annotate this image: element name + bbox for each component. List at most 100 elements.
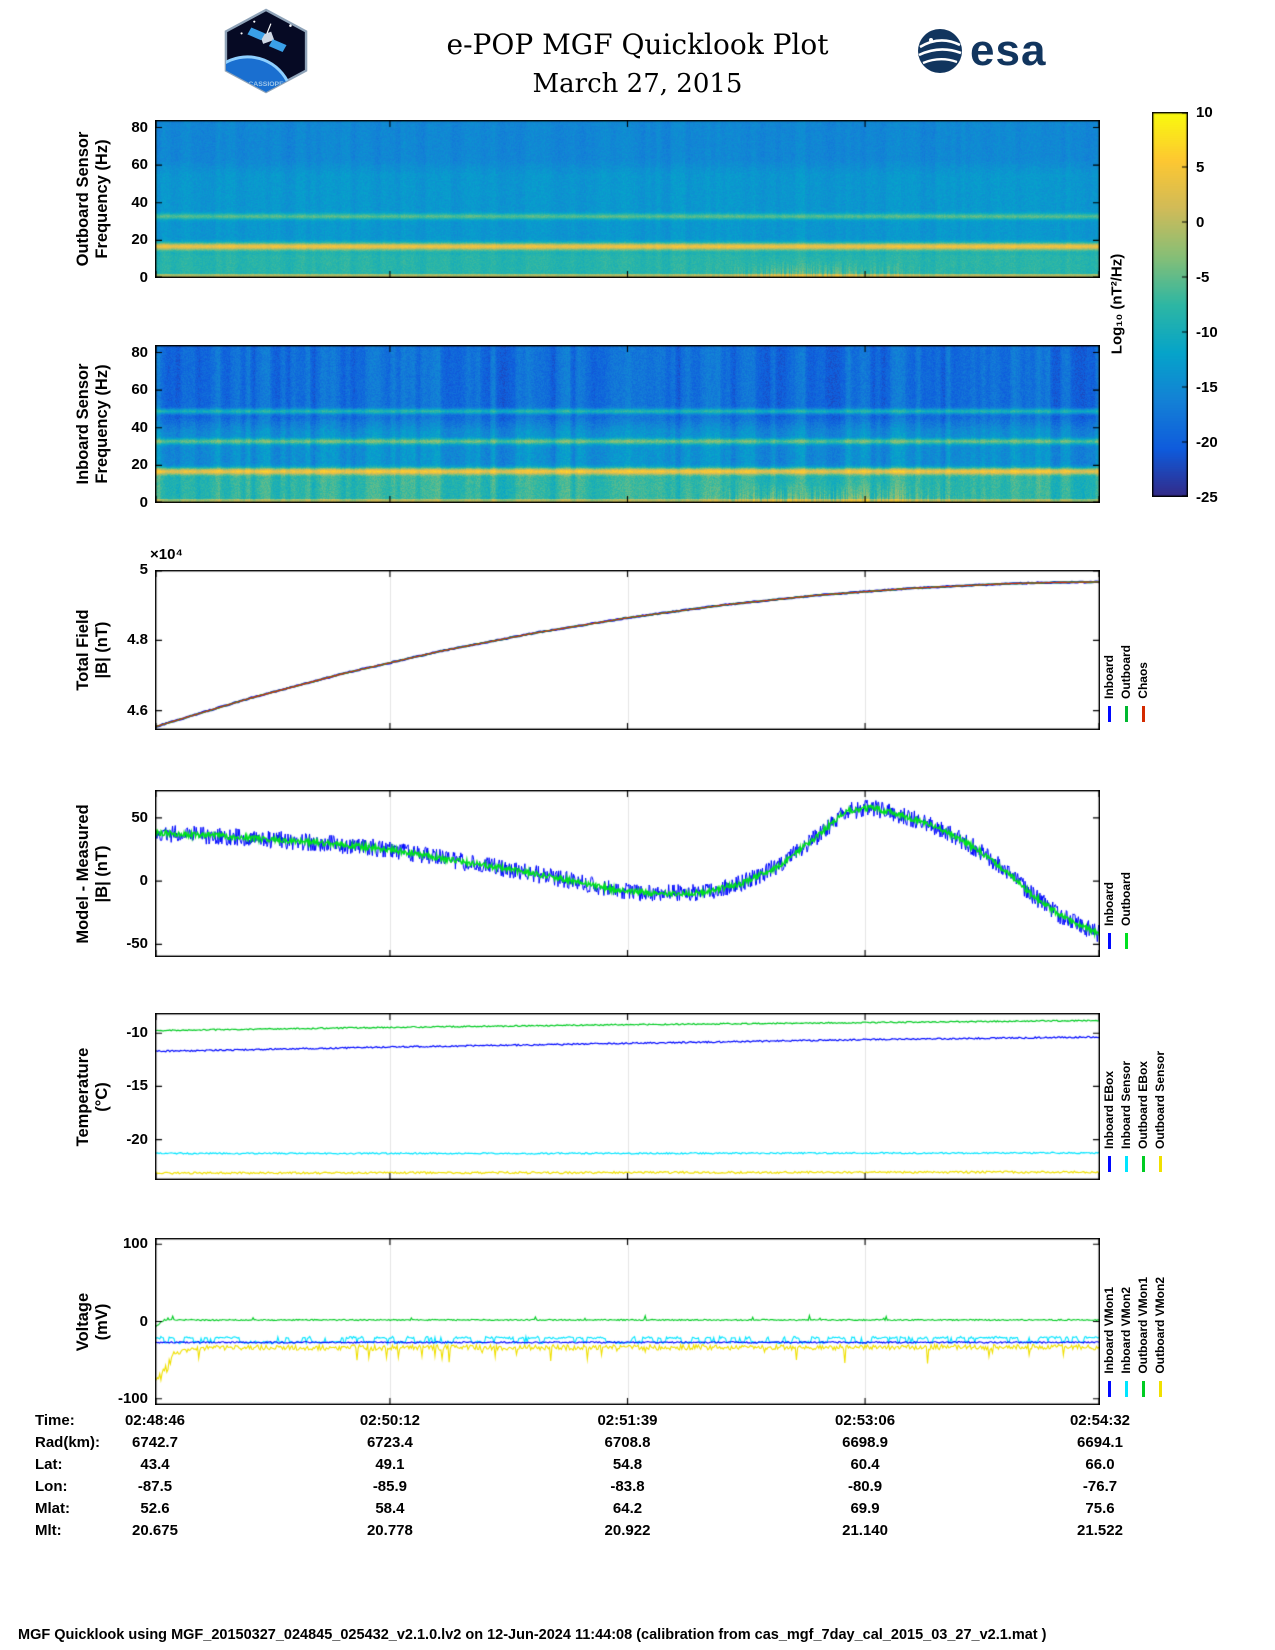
legend-swatch xyxy=(1124,1156,1128,1172)
colorbar-tick-label: -15 xyxy=(1196,379,1218,396)
table-cell: 49.1 xyxy=(375,1456,405,1473)
model-measured-canvas xyxy=(155,790,1100,957)
ytick-label: -20 xyxy=(126,1130,148,1148)
ytick-label: -15 xyxy=(126,1077,148,1095)
table-cell: 20.778 xyxy=(366,1522,413,1539)
table-cell: -87.5 xyxy=(137,1478,173,1495)
legend-item: Outboard xyxy=(1119,796,1133,949)
cassiope-label: CASSIOPE xyxy=(248,81,284,88)
legend-label: Outboard VMon1 xyxy=(1136,1277,1150,1374)
legend-swatch xyxy=(1141,1381,1145,1397)
table-cell: 58.4 xyxy=(375,1500,405,1517)
legend-swatch xyxy=(1107,706,1111,722)
legend-label: Outboard Sensor xyxy=(1153,1050,1167,1149)
ytick-label: 60 xyxy=(131,156,148,174)
axis-ylabel: Voltage (mV) xyxy=(74,1292,112,1350)
table-row-label: Time: xyxy=(35,1412,75,1429)
table-cell: 02:48:46 xyxy=(124,1412,186,1429)
voltage-canvas xyxy=(155,1238,1100,1405)
title-block: e-POP MGF Quicklook Plot March 27, 2015 xyxy=(0,28,1275,99)
legend-item: Outboard Sensor xyxy=(1153,1019,1167,1172)
legend-swatch xyxy=(1124,706,1128,722)
temperature-canvas xyxy=(155,1013,1100,1180)
ytick-label: 100 xyxy=(122,1235,148,1253)
axis-ylabel-line: (°C) xyxy=(93,1081,111,1112)
ytick-label: -100 xyxy=(117,1389,148,1407)
axis-ylabel: Inboard Sensor Frequency (Hz) xyxy=(74,363,112,484)
axis-ylabel: Model - Measured |B| (nT) xyxy=(74,804,112,943)
satellite-icon xyxy=(247,23,287,52)
table-row-label: Rad(km): xyxy=(35,1434,101,1451)
table-cell: -80.9 xyxy=(847,1478,883,1495)
legend-label: Outboard xyxy=(1119,872,1133,926)
ytick-label: 80 xyxy=(131,118,148,136)
outboard-spectrogram-canvas xyxy=(155,120,1100,278)
plot-title: e-POP MGF Quicklook Plot xyxy=(446,28,829,61)
table-cell: 75.6 xyxy=(1085,1500,1115,1517)
ytick-label: 60 xyxy=(131,381,148,399)
table-cell: 21.140 xyxy=(842,1522,888,1539)
table-row-label: Mlat: xyxy=(35,1500,70,1517)
axis-ylabel-line: |B| (nT) xyxy=(93,845,111,902)
ytick-label: 40 xyxy=(131,418,148,436)
table-row-label: Lon: xyxy=(35,1478,68,1495)
colorbar-tick-label: 10 xyxy=(1196,104,1213,121)
axis-ylabel-line: Frequency (Hz) xyxy=(93,364,111,484)
legend-swatch xyxy=(1141,1156,1145,1172)
total-field-legend: Inboard Outboard Chaos xyxy=(1102,576,1150,722)
table-cell: 64.2 xyxy=(612,1500,643,1517)
colorbar xyxy=(1152,112,1188,497)
table-cell: 02:51:39 xyxy=(597,1412,658,1429)
legend-swatch xyxy=(1107,933,1111,949)
legend-label: Outboard EBox xyxy=(1136,1060,1150,1149)
ytick-label: 4.6 xyxy=(127,701,148,719)
legend-swatch xyxy=(1158,1381,1162,1397)
ytick-label: 20 xyxy=(131,456,148,474)
table-row-label: Mlt: xyxy=(35,1522,62,1539)
legend-label: Chaos xyxy=(1136,662,1150,699)
ytick-label: -50 xyxy=(126,935,148,953)
inboard-spectrogram-canvas xyxy=(155,345,1100,503)
legend-label: Inboard xyxy=(1102,882,1116,926)
cassiope-mission-patch: CASSIOPE xyxy=(224,8,308,94)
legend-item: Inboard xyxy=(1102,576,1116,722)
esa-logo-text: esa xyxy=(970,26,1047,75)
legend-item: Inboard VMon1 xyxy=(1102,1244,1116,1397)
legend-label: Inboard Sensor xyxy=(1119,1060,1133,1149)
legend-item: Inboard xyxy=(1102,796,1116,949)
ytick-label: -10 xyxy=(126,1024,148,1042)
ytick-label: 4.8 xyxy=(127,631,148,649)
table-row-label: Lat: xyxy=(35,1456,63,1473)
axis-ylabel-line: Model - Measured xyxy=(74,803,92,944)
axis-ylabel-line: Voltage xyxy=(74,1292,92,1351)
ytick-label: 50 xyxy=(131,808,148,826)
legend-item: Inboard VMon2 xyxy=(1119,1244,1133,1397)
ytick-label: 80 xyxy=(131,343,148,361)
table-cell: 6694.1 xyxy=(1077,1434,1123,1451)
axis-ylabel-line: |B| (nT) xyxy=(93,621,111,679)
table-cell: 6723.4 xyxy=(366,1434,413,1451)
table-cell: 43.4 xyxy=(140,1456,170,1473)
ytick-label: 0 xyxy=(139,1312,148,1330)
ytick-label: 0 xyxy=(139,494,148,511)
legend-label: Inboard VMon2 xyxy=(1119,1287,1133,1374)
table-cell: 60.4 xyxy=(850,1456,880,1473)
table-cell: 6698.9 xyxy=(842,1434,888,1451)
colorbar-label: Log₁₀ (nT²/Hz) xyxy=(1108,253,1126,355)
table-cell: -85.9 xyxy=(372,1478,408,1495)
table-cell: 6708.8 xyxy=(604,1434,651,1451)
table-cell: 52.6 xyxy=(140,1500,170,1517)
colorbar-tick-label: -10 xyxy=(1196,324,1218,341)
total-field-canvas xyxy=(155,570,1100,730)
legend-label: Outboard xyxy=(1119,645,1133,699)
legend-item: Outboard EBox xyxy=(1136,1019,1150,1172)
table-cell: 20.675 xyxy=(132,1522,178,1539)
table-cell: 02:54:32 xyxy=(1069,1412,1131,1429)
legend-swatch xyxy=(1107,1156,1111,1172)
axis-ylabel: Total Field |B| (nT) xyxy=(74,609,112,690)
ytick-label: 5 xyxy=(139,561,148,578)
axis-ylabel-line: Temperature xyxy=(74,1047,92,1146)
legend-item: Outboard xyxy=(1119,576,1133,722)
table-cell: 20.922 xyxy=(604,1522,651,1539)
